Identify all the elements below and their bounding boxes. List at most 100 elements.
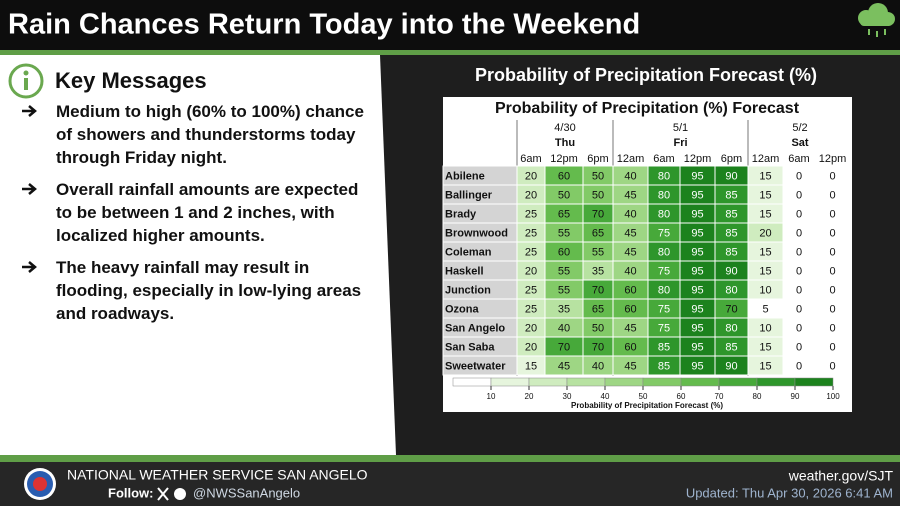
- pop-value: 95: [691, 189, 703, 201]
- time-label: 6pm: [587, 153, 608, 165]
- pop-value: 0: [796, 322, 802, 334]
- social-handle[interactable]: @NWSSanAngelo: [193, 485, 300, 500]
- pop-value: 90: [725, 265, 737, 277]
- pop-value: 45: [624, 360, 636, 372]
- colorbar-segment: [452, 377, 492, 387]
- pop-value: 75: [658, 322, 670, 334]
- pop-value: 90: [725, 170, 737, 182]
- pop-value: 95: [691, 246, 703, 258]
- pop-value: 70: [592, 284, 604, 296]
- pop-value: 80: [725, 322, 737, 334]
- row-name: Ozona: [445, 303, 479, 315]
- social-icons: [157, 487, 186, 501]
- time-label: 12pm: [550, 153, 578, 165]
- pop-value: 25: [525, 303, 537, 315]
- pop-value: 40: [624, 170, 636, 182]
- pop-value: 15: [759, 208, 771, 220]
- pop-value: 75: [658, 227, 670, 239]
- time-label: 12pm: [684, 153, 712, 165]
- time-label: 12am: [752, 153, 780, 165]
- pop-value: 75: [658, 265, 670, 277]
- pop-value: 45: [624, 189, 636, 201]
- pop-value: 95: [691, 227, 703, 239]
- pop-value: 95: [691, 341, 703, 353]
- colorbar-segment: [528, 377, 568, 387]
- pop-value: 0: [829, 360, 835, 372]
- pop-value: 0: [829, 303, 835, 315]
- pop-value: 60: [558, 170, 570, 182]
- header-rule: [0, 50, 900, 55]
- row-name: San Saba: [445, 341, 495, 353]
- pop-value: 15: [759, 265, 771, 277]
- pop-value: 0: [796, 170, 802, 182]
- colorbar-tick-label: 50: [639, 392, 648, 401]
- row-name: Coleman: [445, 246, 492, 258]
- row-name: Sweetwater: [445, 360, 506, 372]
- pop-value: 15: [759, 189, 771, 201]
- colorbar-tick-label: 60: [677, 392, 686, 401]
- pop-value: 40: [624, 208, 636, 220]
- pop-value: 70: [558, 341, 570, 353]
- pop-value: 0: [796, 284, 802, 296]
- row-name: Haskell: [445, 265, 484, 277]
- bullet-text: Overall rainfall amounts are expected to…: [56, 180, 359, 245]
- pop-value: 75: [658, 303, 670, 315]
- bullet: Overall rainfall amounts are expected to…: [22, 178, 367, 247]
- bullet-list: Medium to high (60% to 100%) chance of s…: [22, 100, 367, 334]
- pop-value: 25: [525, 284, 537, 296]
- time-label: 6am: [653, 153, 674, 165]
- bullet-text: The heavy rainfall may result in floodin…: [56, 258, 362, 323]
- pop-value: 25: [525, 208, 537, 220]
- pop-value: 60: [624, 341, 636, 353]
- pop-value: 55: [558, 227, 570, 239]
- office-name: NATIONAL WEATHER SERVICE SAN ANGELO: [67, 467, 368, 483]
- pop-value: 85: [658, 341, 670, 353]
- website[interactable]: weather.gov/SJT: [788, 468, 894, 484]
- colorbar-tick-label: 80: [753, 392, 762, 401]
- day-label: Thu: [555, 137, 575, 149]
- colorbar-segment: [490, 377, 530, 387]
- colorbar-segment: [718, 377, 758, 387]
- pop-value: 55: [558, 265, 570, 277]
- pop-value: 95: [691, 265, 703, 277]
- pop-value: 0: [829, 265, 835, 277]
- day-label: Sat: [791, 137, 808, 149]
- pop-value: 55: [592, 246, 604, 258]
- bullet-text: Medium to high (60% to 100%) chance of s…: [56, 102, 364, 167]
- pop-value: 45: [558, 360, 570, 372]
- row-name: Brady: [445, 208, 477, 220]
- pop-value: 35: [592, 265, 604, 277]
- colorbar-tick-label: 90: [791, 392, 800, 401]
- pop-value: 95: [691, 170, 703, 182]
- pop-value: 35: [558, 303, 570, 315]
- colorbar-tick-label: 70: [715, 392, 724, 401]
- pop-value: 40: [624, 265, 636, 277]
- pop-value: 60: [624, 303, 636, 315]
- pop-value: 85: [725, 246, 737, 258]
- pop-value: 85: [725, 208, 737, 220]
- pop-value: 80: [658, 208, 670, 220]
- pop-value: 15: [759, 170, 771, 182]
- pop-value: 0: [796, 303, 802, 315]
- arrow: [22, 261, 37, 273]
- pop-value: 80: [658, 246, 670, 258]
- colorbar-tick-label: 20: [525, 392, 534, 401]
- pop-value: 40: [592, 360, 604, 372]
- pop-value: 80: [658, 284, 670, 296]
- pop-value: 0: [829, 189, 835, 201]
- footer-bar: [0, 462, 900, 506]
- pop-value: 70: [592, 208, 604, 220]
- pop-value: 5: [762, 303, 768, 315]
- page-title: Rain Chances Return Today into the Weeke…: [8, 9, 640, 41]
- pop-value: 85: [725, 189, 737, 201]
- row-name: Junction: [445, 284, 491, 296]
- info-icon: [8, 63, 44, 99]
- colorbar-segment: [794, 377, 834, 387]
- pop-value: 20: [525, 322, 537, 334]
- pop-value: 45: [624, 227, 636, 239]
- pop-value: 0: [829, 284, 835, 296]
- pop-value: 25: [525, 227, 537, 239]
- pop-value: 95: [691, 360, 703, 372]
- row-name: Ballinger: [445, 189, 493, 201]
